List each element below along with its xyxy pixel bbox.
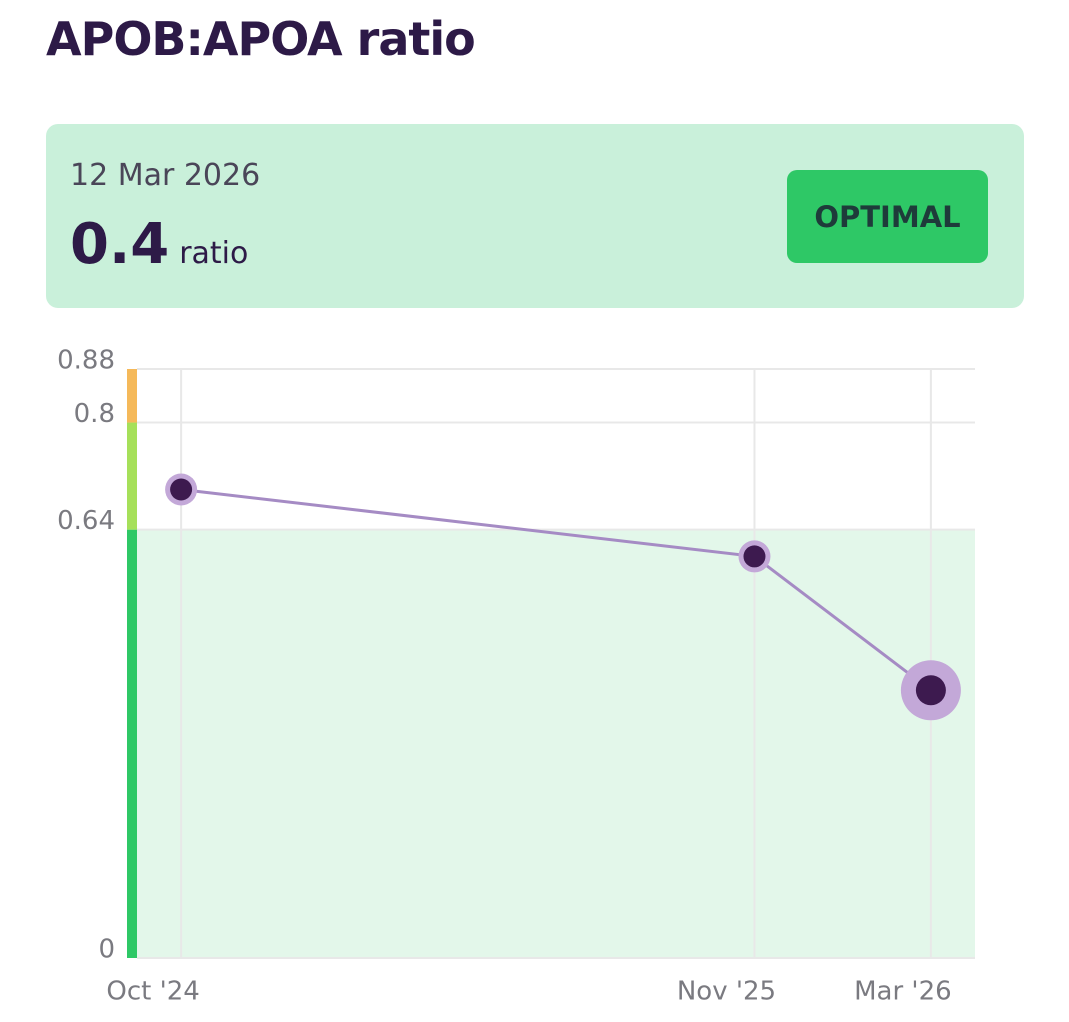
y-tick-label: 0 bbox=[98, 935, 115, 965]
summary-card: 12 Mar 2026 0.4 ratio OPTIMAL bbox=[46, 124, 1024, 308]
point bbox=[170, 478, 193, 501]
y-tick-label: 0.64 bbox=[57, 506, 115, 536]
reading: 0.4 ratio bbox=[70, 212, 248, 277]
status-badge: OPTIMAL bbox=[787, 170, 988, 263]
point bbox=[743, 545, 766, 568]
optimal-zone bbox=[137, 529, 975, 958]
range-band bbox=[127, 529, 137, 958]
x-tick-label: Mar '26 bbox=[854, 977, 952, 1007]
x-tick-label: Nov '25 bbox=[677, 977, 776, 1007]
y-tick-label: 0.8 bbox=[74, 399, 115, 429]
reading-unit: ratio bbox=[179, 236, 249, 271]
point bbox=[915, 675, 946, 706]
x-tick-label: Oct '24 bbox=[106, 977, 199, 1007]
y-tick-label: 0.88 bbox=[57, 346, 115, 376]
page-title: APOB:APOA ratio bbox=[46, 12, 476, 66]
reading-value: 0.4 bbox=[70, 212, 170, 277]
reading-date: 12 Mar 2026 bbox=[70, 158, 261, 193]
range-band bbox=[127, 369, 137, 423]
range-band bbox=[127, 422, 137, 530]
